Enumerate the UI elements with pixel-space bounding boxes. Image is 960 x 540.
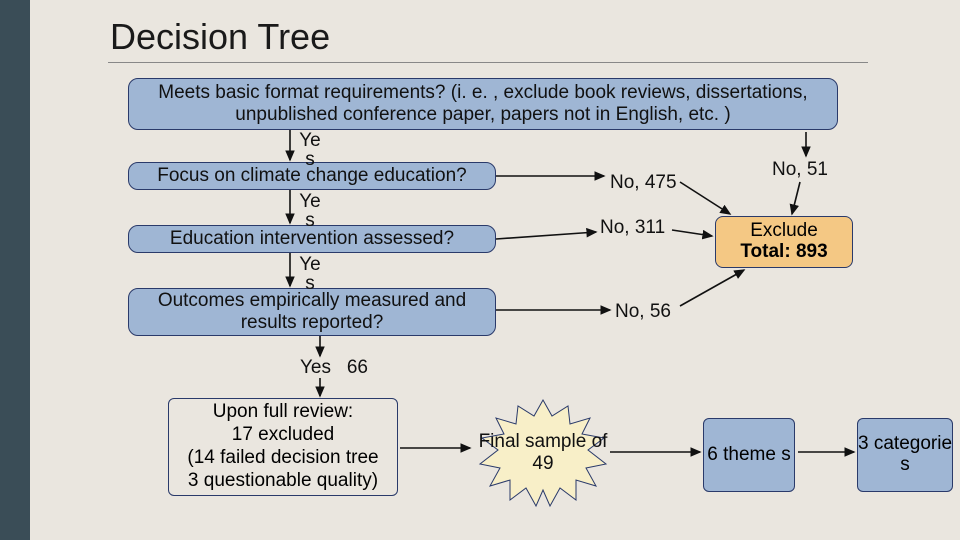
final-sample-burst: Final sample of 49	[478, 398, 608, 508]
yes-label-2: Yes	[295, 192, 325, 230]
exclude-badge: Exclude Total: 893	[715, 216, 853, 268]
title-underline	[108, 62, 868, 63]
categories-badge: 3 categorie s	[857, 418, 953, 492]
full-review-box: Upon full review:17 excluded(14 failed d…	[168, 398, 398, 496]
slide-title: Decision Tree	[110, 16, 330, 58]
no-51: No, 51	[772, 160, 828, 179]
yes-label-1: Yes	[295, 131, 325, 169]
slide: Decision Tree Meets basic format require…	[0, 0, 960, 540]
no-56: No, 56	[615, 302, 671, 321]
node-outcomes: Outcomes empirically measured and result…	[128, 288, 496, 336]
node-format: Meets basic format requirements? (i. e. …	[128, 78, 838, 130]
yes-label-3: Yes	[295, 255, 325, 293]
no-475: No, 475	[610, 173, 677, 192]
themes-badge: 6 theme s	[703, 418, 795, 492]
yes-66-label: Yes 66	[300, 358, 368, 377]
no-311: No, 311	[600, 218, 665, 237]
left-accent-bar	[0, 0, 30, 540]
